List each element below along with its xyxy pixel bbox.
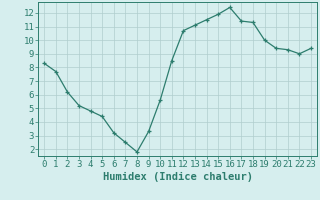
X-axis label: Humidex (Indice chaleur): Humidex (Indice chaleur) (103, 172, 252, 182)
